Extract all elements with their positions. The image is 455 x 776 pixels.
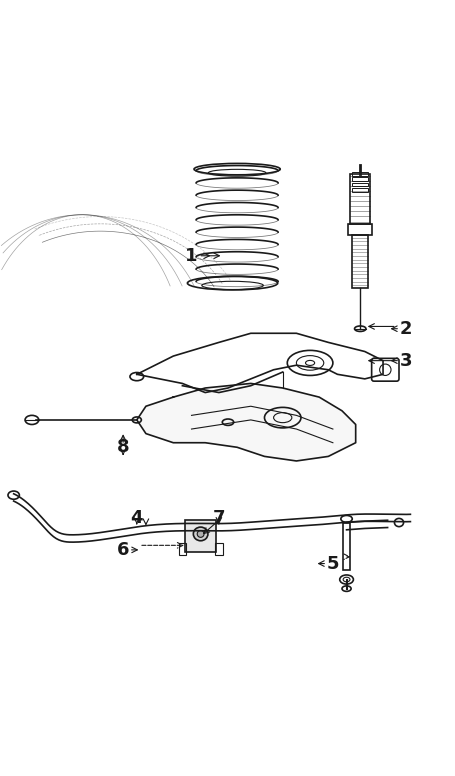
Polygon shape	[136, 383, 355, 461]
Text: 7: 7	[212, 509, 225, 527]
Text: 8: 8	[116, 438, 129, 456]
Bar	[351, 189, 368, 192]
Text: 1: 1	[185, 247, 197, 265]
Text: 6: 6	[116, 541, 129, 559]
Ellipse shape	[197, 531, 203, 537]
Bar	[351, 171, 368, 175]
Bar	[351, 178, 368, 181]
Text: 4: 4	[130, 509, 143, 527]
Text: 2: 2	[399, 320, 411, 338]
Ellipse shape	[193, 527, 207, 541]
Bar	[351, 183, 368, 186]
FancyBboxPatch shape	[184, 521, 216, 552]
Text: 3: 3	[399, 352, 411, 369]
Text: 5: 5	[326, 555, 339, 573]
